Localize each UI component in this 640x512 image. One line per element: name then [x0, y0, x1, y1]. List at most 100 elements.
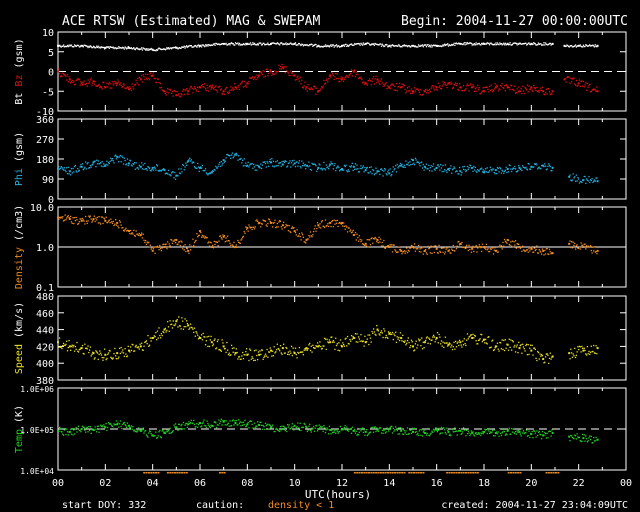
data-point	[499, 42, 501, 44]
data-point	[97, 358, 99, 361]
data-point	[171, 431, 174, 433]
data-point	[168, 432, 170, 434]
data-point	[578, 178, 580, 180]
data-point	[68, 44, 70, 46]
data-point	[111, 87, 113, 89]
data-point	[428, 92, 430, 94]
data-point	[472, 84, 474, 86]
data-point	[514, 85, 516, 87]
data-point	[134, 168, 137, 170]
data-point	[136, 47, 138, 49]
caution-marker	[552, 472, 555, 474]
data-point	[547, 253, 549, 255]
data-point	[574, 180, 577, 182]
data-point	[268, 424, 271, 426]
data-point	[328, 339, 331, 341]
data-point	[461, 241, 463, 244]
data-point	[236, 424, 238, 426]
data-point	[155, 169, 157, 171]
data-point	[510, 339, 512, 341]
data-point	[483, 90, 485, 93]
data-point	[372, 43, 374, 46]
data-point	[373, 426, 376, 429]
data-point	[173, 89, 175, 92]
data-point	[479, 43, 481, 46]
data-point	[347, 430, 350, 432]
data-point	[88, 215, 90, 217]
data-point	[516, 88, 518, 90]
data-point	[180, 92, 182, 95]
data-point	[131, 343, 133, 346]
data-point	[94, 160, 96, 162]
data-point	[181, 241, 183, 243]
data-point	[221, 164, 223, 166]
data-point	[470, 167, 473, 169]
data-point	[589, 179, 592, 181]
data-point	[306, 90, 308, 92]
data-point	[350, 432, 353, 434]
data-point	[305, 86, 308, 89]
data-point	[485, 86, 488, 88]
data-point	[178, 325, 181, 327]
data-point	[306, 44, 308, 46]
data-point	[519, 433, 521, 435]
data-point	[109, 46, 111, 48]
data-point	[405, 344, 407, 346]
data-point	[355, 168, 357, 170]
data-point	[454, 427, 456, 429]
data-point	[445, 433, 447, 435]
data-point	[120, 47, 122, 49]
data-point	[99, 163, 101, 165]
data-point	[277, 42, 279, 45]
data-point	[531, 430, 533, 433]
data-point	[471, 44, 473, 46]
data-point	[468, 336, 470, 338]
data-point	[364, 166, 366, 169]
data-point	[443, 342, 446, 344]
data-point	[242, 165, 245, 167]
data-point	[225, 157, 227, 159]
data-point	[131, 428, 133, 430]
data-point	[111, 221, 113, 223]
data-point	[240, 358, 242, 360]
data-point	[290, 70, 292, 73]
data-point	[242, 80, 244, 82]
data-point	[258, 165, 261, 168]
data-point	[328, 425, 331, 428]
data-point	[425, 44, 427, 46]
data-point	[103, 48, 106, 50]
data-point	[366, 42, 368, 44]
data-point	[498, 171, 500, 173]
data-point	[145, 77, 148, 79]
data-point	[386, 336, 388, 339]
data-point	[319, 46, 321, 48]
data-point	[144, 239, 147, 242]
data-point	[455, 84, 458, 87]
data-point	[487, 42, 489, 45]
data-point	[408, 250, 410, 252]
data-point	[258, 353, 261, 356]
data-point	[178, 93, 180, 95]
data-point	[78, 46, 80, 48]
data-point	[272, 42, 275, 44]
data-point	[540, 44, 543, 46]
data-point	[159, 334, 161, 337]
data-point	[175, 238, 178, 241]
data-point	[416, 434, 418, 436]
data-point	[525, 432, 527, 434]
data-point	[57, 216, 59, 219]
data-point	[327, 81, 329, 83]
data-point	[477, 43, 480, 45]
data-point	[64, 74, 66, 76]
data-point	[386, 87, 388, 90]
data-point	[406, 342, 408, 344]
data-point	[400, 429, 403, 432]
data-point	[535, 89, 537, 92]
data-point	[201, 339, 204, 341]
data-point	[364, 169, 367, 172]
data-point	[325, 164, 327, 166]
data-point	[537, 350, 539, 353]
data-point	[469, 42, 471, 44]
data-point	[196, 46, 198, 48]
data-point	[68, 430, 71, 433]
